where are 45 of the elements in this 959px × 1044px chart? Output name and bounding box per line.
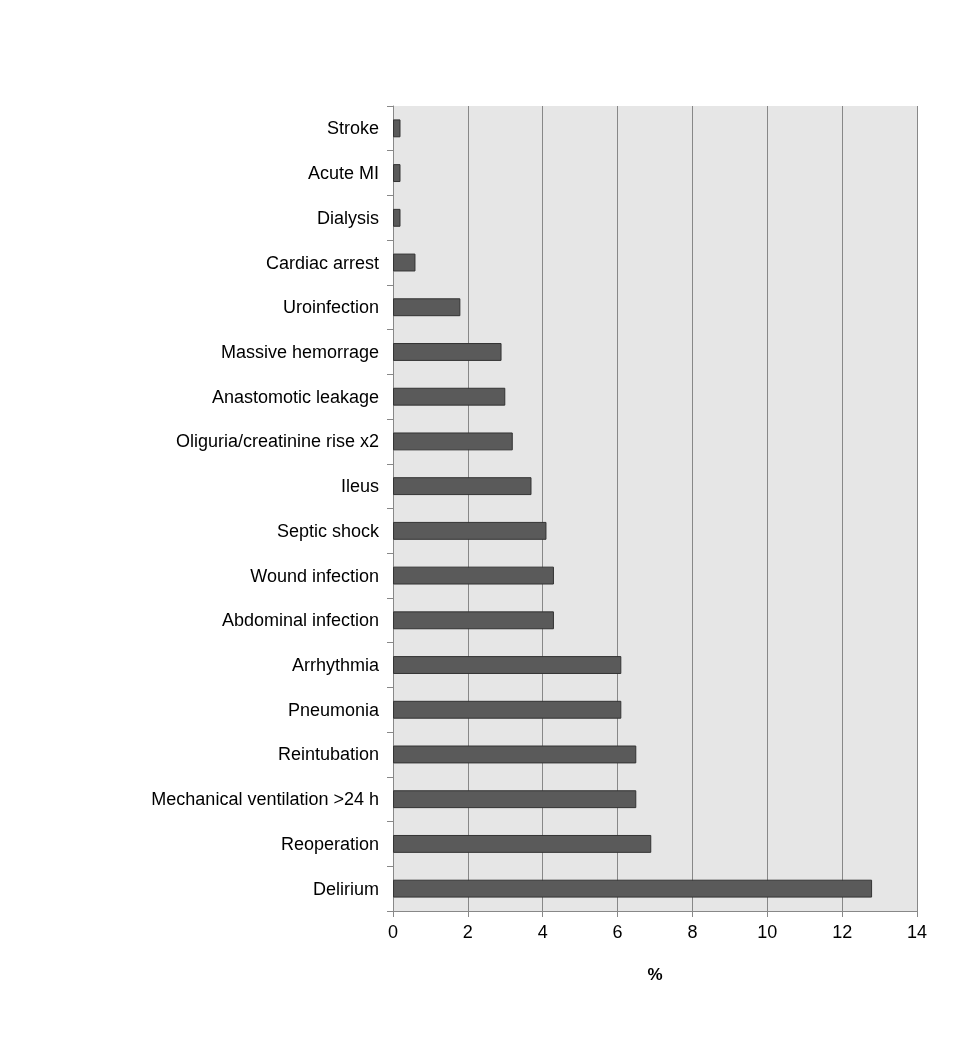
x-tick-label: 6 — [612, 922, 623, 942]
x-tick-label: 14 — [906, 922, 928, 942]
y-tick-label: Reoperation — [280, 833, 379, 854]
bar — [393, 790, 637, 809]
bar — [393, 477, 532, 496]
y-tick-label: Stroke — [326, 118, 379, 139]
bar — [393, 387, 506, 406]
bar — [393, 298, 461, 317]
y-tick-label: Abdominal infection — [221, 610, 379, 631]
y-tick-label: Pneumonia — [287, 699, 380, 720]
y-tick-label: Acute MI — [307, 163, 379, 184]
y-tick-label: Wound infection — [250, 565, 379, 586]
y-tick-label: Cardiac arrest — [265, 252, 379, 273]
bar — [393, 879, 873, 898]
x-tick-label: 4 — [537, 922, 548, 942]
x-tick-label: 8 — [687, 922, 698, 942]
y-tick-label: Anastomotic leakage — [211, 386, 379, 407]
bar — [393, 343, 502, 361]
bar — [393, 656, 622, 674]
bar — [393, 566, 554, 585]
bar — [393, 700, 622, 719]
y-tick-label: Septic shock — [276, 520, 380, 541]
x-tick-label: 10 — [757, 922, 778, 942]
bar — [393, 521, 547, 540]
x-axis-title: % — [647, 965, 663, 984]
bar — [393, 745, 637, 764]
bar — [393, 208, 401, 227]
y-tick-label: Uroinfection — [282, 297, 379, 318]
y-tick-label: Delirium — [312, 878, 379, 899]
y-tick-label: Arrhythmia — [291, 655, 380, 676]
y-tick-label: Massive hemorrage — [220, 341, 379, 362]
bar — [393, 834, 652, 853]
bar — [393, 164, 401, 183]
y-tick-label: Ileus — [340, 476, 379, 497]
x-tick-label: 0 — [387, 922, 399, 942]
y-tick-label: Dialysis — [316, 207, 379, 228]
bar — [393, 119, 401, 138]
bar — [393, 253, 416, 272]
y-tick-label: Mechanical ventilation >24 h — [151, 789, 379, 810]
x-tick-label: 12 — [832, 922, 853, 942]
y-tick-label: Oliguria/creatinine rise x2 — [175, 431, 379, 452]
bar — [393, 432, 513, 451]
x-tick-label: 2 — [462, 922, 473, 942]
bar — [393, 611, 554, 630]
y-tick-label: Reintubation — [277, 744, 379, 765]
